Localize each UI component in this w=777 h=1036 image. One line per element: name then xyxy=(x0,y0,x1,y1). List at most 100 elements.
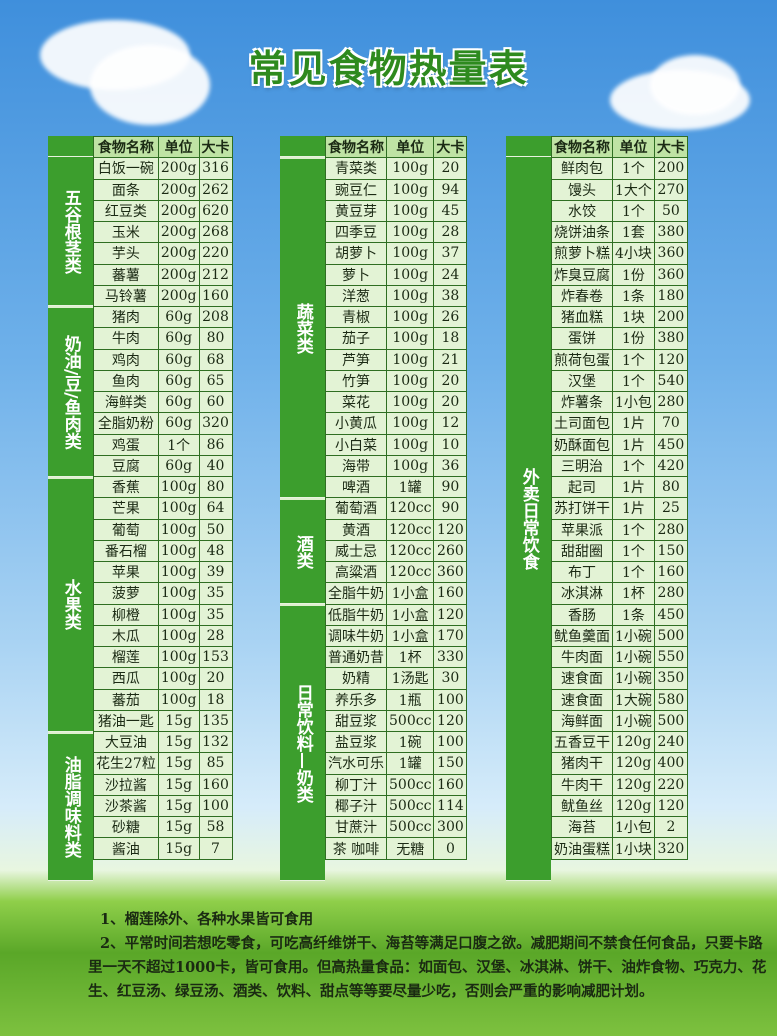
kcal-cell: 330 xyxy=(433,645,468,669)
unit-cell: 1小碗 xyxy=(612,645,655,669)
category-label: 日常饮料—奶类 xyxy=(280,604,325,882)
unit-cell: 100g xyxy=(385,284,435,308)
food-name-cell: 沙茶酱 xyxy=(93,794,159,818)
cloud-right-2 xyxy=(650,55,740,115)
unit-cell: 4小块 xyxy=(612,242,655,265)
kcal-cell: 500 xyxy=(653,624,688,648)
kcal-cell: 48 xyxy=(198,539,233,563)
unit-cell: 120g xyxy=(612,752,655,775)
kcal-cell: 380 xyxy=(653,327,688,350)
table-row: 豆腐 60g 40 xyxy=(93,454,233,478)
table-row: 高粱酒 120cc 360 xyxy=(325,560,468,584)
category-label-text: 蔬菜类 xyxy=(292,302,313,354)
unit-cell: 15g xyxy=(157,837,200,860)
table-row: 葡萄酒 120cc 90 xyxy=(325,497,468,520)
category-column: 外卖日常饮食 xyxy=(506,136,551,882)
kcal-cell: 208 xyxy=(198,305,233,329)
table-row: 全脂奶粉 60g 320 xyxy=(93,412,233,435)
unit-cell: 60g xyxy=(157,327,200,350)
header-name: 食物名称 xyxy=(551,135,613,159)
table-row: 鸡蛋 1个 86 xyxy=(93,433,233,456)
table-row: 沙拉酱 15g 160 xyxy=(93,773,233,796)
table-row: 牛肉 60g 80 xyxy=(93,327,233,350)
kcal-cell: 450 xyxy=(653,603,688,626)
table-row: 奶酥面包 1片 450 xyxy=(551,433,688,456)
table-row: 鱿鱼羹面 1小碗 500 xyxy=(551,624,688,648)
food-name-cell: 海苔 xyxy=(551,815,613,839)
kcal-cell: 212 xyxy=(198,263,233,286)
food-name-cell: 葡萄 xyxy=(93,518,159,541)
food-name-cell: 四季豆 xyxy=(325,220,387,244)
food-name-cell: 花生27粒 xyxy=(93,752,159,775)
kcal-cell: 114 xyxy=(433,794,468,818)
kcal-cell: 50 xyxy=(198,518,233,541)
kcal-cell: 132 xyxy=(198,730,233,754)
table-row: 布丁 1个 160 xyxy=(551,560,688,584)
table-row: 小白菜 100g 10 xyxy=(325,433,468,456)
unit-cell: 15g xyxy=(157,709,200,733)
table-row: 红豆类 200g 620 xyxy=(93,199,233,223)
kcal-cell: 90 xyxy=(433,497,468,520)
kcal-cell: 40 xyxy=(198,454,233,478)
category-label: 五谷根茎类 xyxy=(48,157,93,307)
food-name-cell: 海鲜类 xyxy=(93,390,159,414)
table-row: 四季豆 100g 28 xyxy=(325,220,468,244)
kcal-cell: 300 xyxy=(433,815,468,839)
table-row: 柳橙 100g 35 xyxy=(93,603,233,626)
category-label-text: 酒类 xyxy=(292,534,313,569)
kcal-cell: 400 xyxy=(653,752,688,775)
unit-cell: 1小块 xyxy=(612,837,655,860)
table-row: 西瓜 100g 20 xyxy=(93,667,233,690)
table-row: 白饭一碗 200g 316 xyxy=(93,157,233,180)
food-name-cell: 鱼肉 xyxy=(93,369,159,393)
kcal-cell: 86 xyxy=(198,433,233,456)
table-row: 大豆油 15g 132 xyxy=(93,730,233,754)
note-2: 2、平常时间若想吃零食，可吃高纤维饼干、海苔等满足口腹之欲。减肥期间不禁食任何食… xyxy=(88,935,767,1000)
unit-cell: 200g xyxy=(157,220,200,244)
table-row: 养乐多 1瓶 100 xyxy=(325,688,468,711)
category-header-cell xyxy=(48,136,93,158)
food-name-cell: 酱油 xyxy=(93,837,159,860)
table-row: 黄豆芽 100g 45 xyxy=(325,199,468,223)
kcal-cell: 135 xyxy=(198,709,233,733)
table-row: 土司面包 1片 70 xyxy=(551,412,688,435)
unit-cell: 100g xyxy=(385,454,435,478)
unit-cell: 100g xyxy=(157,582,200,605)
unit-cell: 1片 xyxy=(612,497,655,520)
kcal-cell: 20 xyxy=(433,390,468,414)
kcal-cell: 68 xyxy=(198,348,233,371)
kcal-cell: 70 xyxy=(653,412,688,435)
unit-cell: 200g xyxy=(157,157,200,180)
table-row: 茶 咖啡 无糖 0 xyxy=(325,837,468,860)
table-row: 香肠 1条 450 xyxy=(551,603,688,626)
table-row: 芋头 200g 220 xyxy=(93,242,233,265)
food-name-cell: 芦笋 xyxy=(325,348,387,371)
kcal-cell: 320 xyxy=(653,837,688,860)
kcal-cell: 280 xyxy=(653,582,688,605)
unit-cell: 120g xyxy=(612,773,655,796)
food-name-cell: 茄子 xyxy=(325,327,387,350)
unit-cell: 100g xyxy=(157,667,200,690)
table-row: 豌豆仁 100g 94 xyxy=(325,178,468,201)
food-name-cell: 柳橙 xyxy=(93,603,159,626)
category-label-text: 日常饮料—奶类 xyxy=(292,683,313,803)
unit-cell: 100g xyxy=(157,688,200,711)
unit-cell: 100g xyxy=(385,369,435,393)
food-name-cell: 青椒 xyxy=(325,305,387,329)
unit-cell: 120cc xyxy=(385,497,435,520)
table-row: 低脂牛奶 1小盒 120 xyxy=(325,603,468,626)
kcal-cell: 150 xyxy=(653,539,688,563)
unit-cell: 1片 xyxy=(612,412,655,435)
category-column: 五谷根茎类 奶油/豆/鱼肉类 水果类 油脂调味料类 xyxy=(48,136,93,882)
unit-cell: 100g xyxy=(385,327,435,350)
unit-cell: 60g xyxy=(157,369,200,393)
kcal-cell: 220 xyxy=(198,242,233,265)
food-name-cell: 鸡蛋 xyxy=(93,433,159,456)
kcal-cell: 39 xyxy=(198,560,233,584)
table-row: 胡萝卜 100g 37 xyxy=(325,242,468,265)
unit-cell: 100g xyxy=(157,539,200,563)
kcal-cell: 120 xyxy=(653,794,688,818)
food-name-cell: 蛋饼 xyxy=(551,327,613,350)
kcal-cell: 550 xyxy=(653,645,688,669)
header-unit: 单位 xyxy=(612,135,655,159)
